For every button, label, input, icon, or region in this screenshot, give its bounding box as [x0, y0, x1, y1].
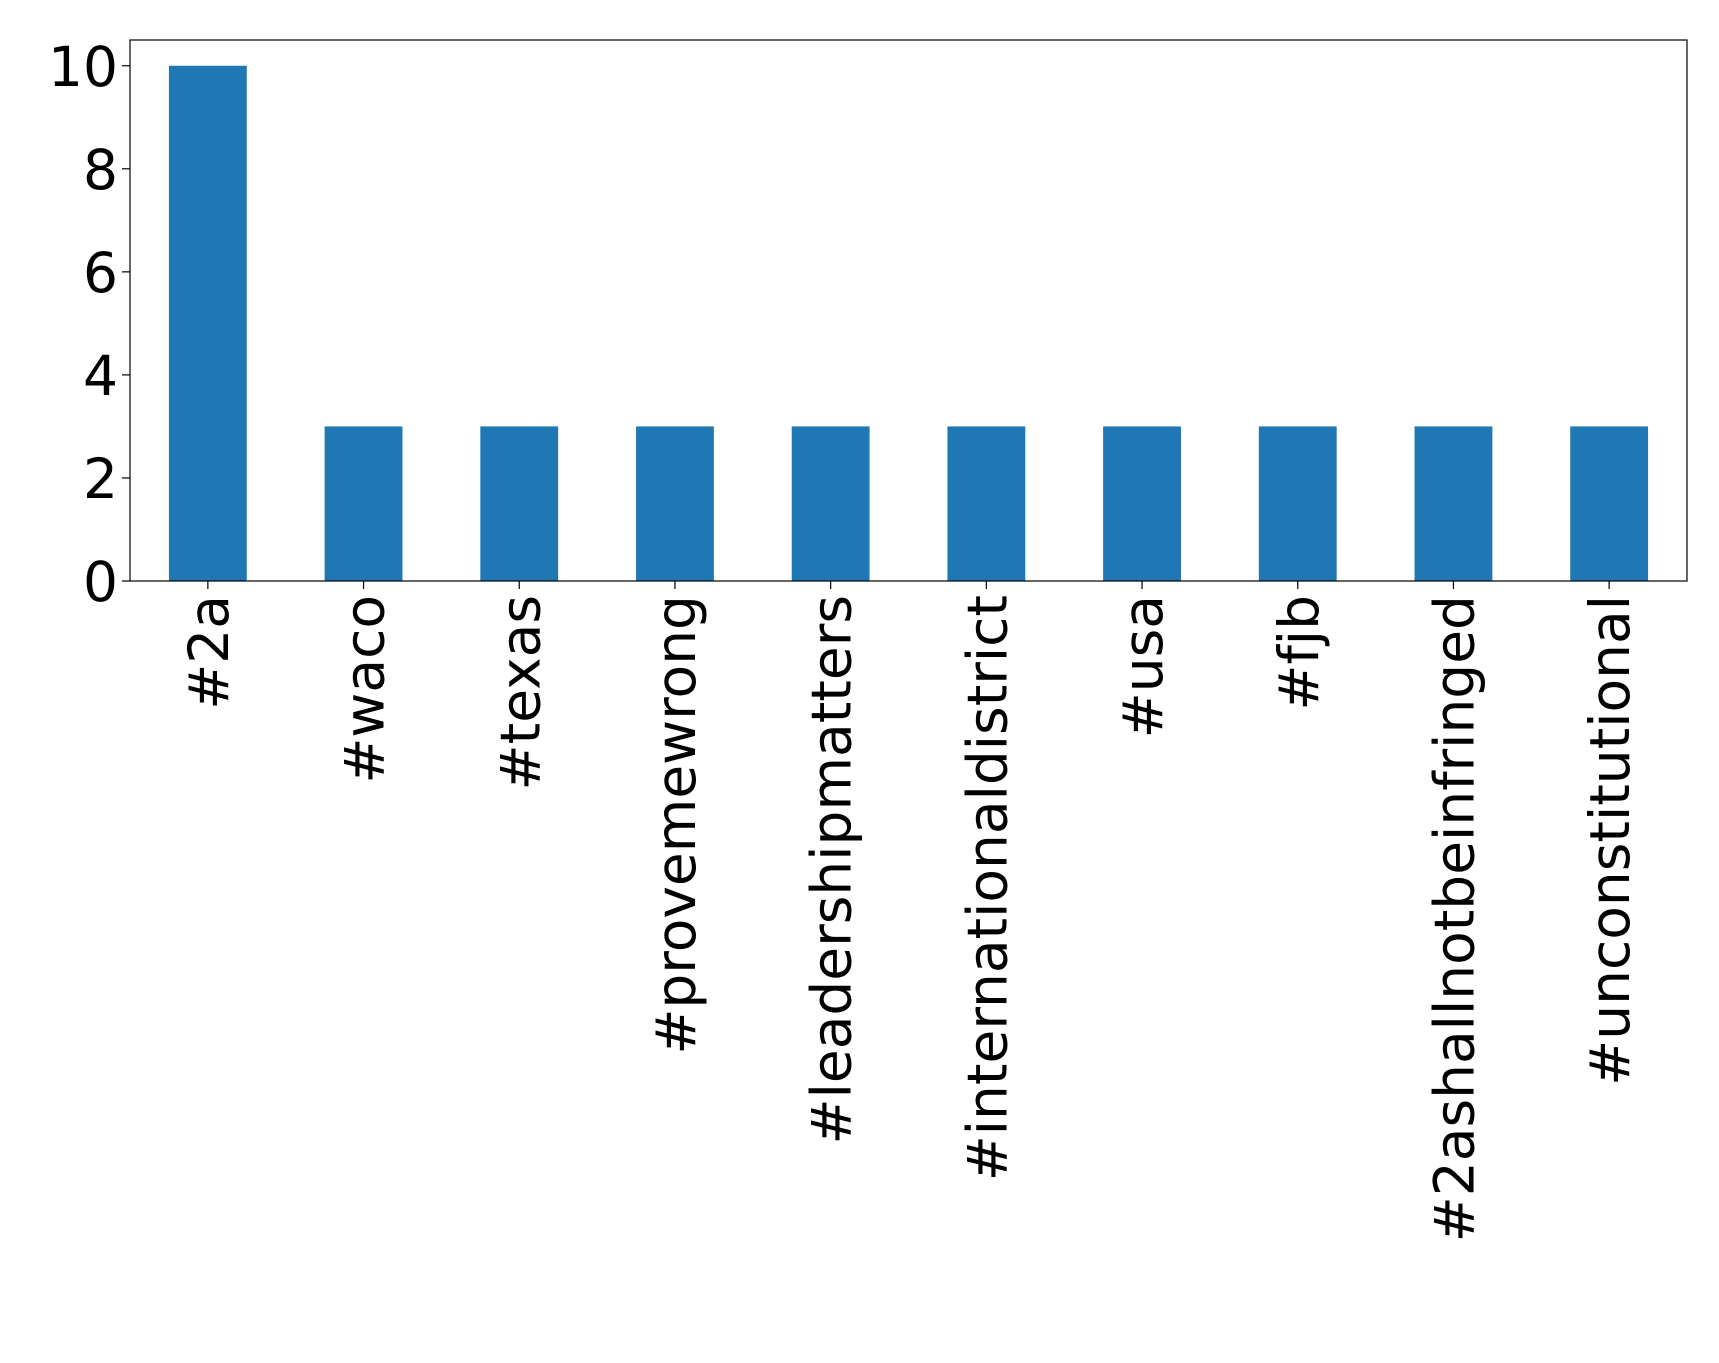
x-tick-label: #texas	[488, 595, 552, 790]
y-tick-label: 10	[48, 35, 118, 99]
y-tick-label: 4	[83, 344, 118, 408]
bar	[1570, 426, 1649, 581]
x-tick-label: #usa	[1111, 595, 1175, 738]
x-tick-label: #unconstitutional	[1578, 595, 1642, 1086]
bar	[168, 65, 247, 581]
bar	[1103, 426, 1181, 581]
x-tick-label: #fjb	[1267, 595, 1331, 711]
y-tick-label: 6	[83, 241, 118, 305]
plot-frame	[129, 39, 1688, 582]
bar	[636, 426, 714, 581]
y-tick-label: 2	[83, 447, 118, 511]
x-tick-label: #waco	[333, 595, 397, 784]
y-tick-label: 8	[83, 138, 118, 202]
bar	[324, 426, 403, 581]
bar	[1258, 426, 1337, 581]
bar	[791, 426, 870, 581]
x-tick-label: #provemewrong	[644, 595, 708, 1055]
x-tick-label: #leadershipmatters	[800, 595, 864, 1145]
y-tick-label: 0	[83, 550, 118, 614]
x-tick-label: #2a	[177, 595, 241, 710]
x-tick-label: #internationaldistrict	[955, 595, 1019, 1181]
x-tick-label: #2ashallnotbeinfringed	[1422, 595, 1486, 1242]
bar	[1414, 426, 1493, 581]
bar	[480, 426, 559, 581]
bar	[947, 426, 1026, 581]
